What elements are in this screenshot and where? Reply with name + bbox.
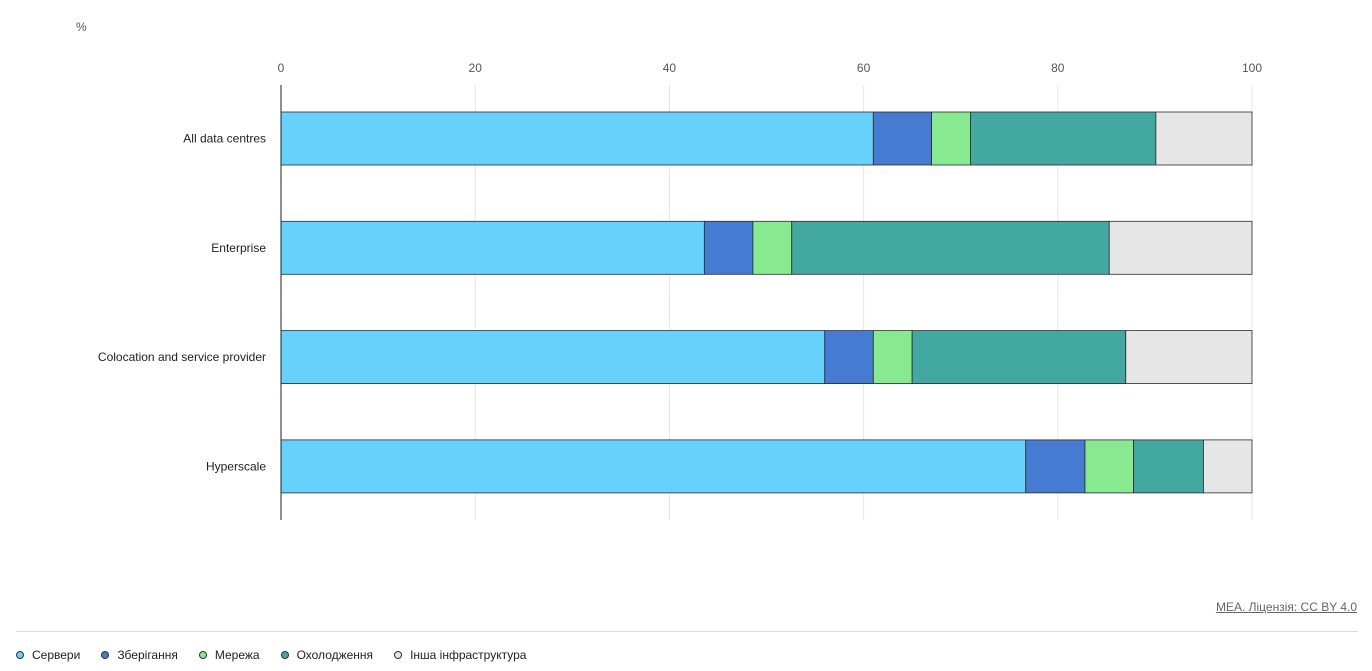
- stacked-bar-chart: 0 20 40 60 80 100 All data centres Enterprise Co…: [98, 61, 1262, 520]
- legend-label: Мережа: [214, 648, 260, 662]
- bar-segment-0-1: [872, 111, 932, 166]
- legend-item-1[interactable]: Зберігання: [101, 648, 178, 662]
- x-tick-label-0: 0: [278, 61, 285, 75]
- legend-swatch-icon: [394, 651, 403, 659]
- legend-swatch-icon: [16, 651, 24, 659]
- legend-item-3[interactable]: Охолодження: [280, 648, 374, 662]
- bar-segment-1-1: [703, 220, 754, 275]
- x-tick-label-20: 20: [469, 61, 483, 75]
- bar-segment-1-4: [1108, 220, 1253, 275]
- x-tick-label-80: 80: [1051, 61, 1065, 75]
- category-label-2: Colocation and service provider: [98, 350, 266, 364]
- unit-label: %: [76, 20, 87, 34]
- source-credit-link[interactable]: МЕА. Ліцензія: CC BY 4.0: [1215, 600, 1357, 614]
- bar-segment-3-2: [1084, 439, 1134, 494]
- bar-segment-3-4: [1203, 439, 1253, 494]
- legend-label: Сервери: [32, 648, 81, 662]
- legend-item-0[interactable]: Сервери: [16, 648, 80, 662]
- chart-legend: Сервери Зберігання Мережа Охолодження Інша і…: [16, 648, 547, 662]
- bar-segment-2-1: [824, 330, 874, 385]
- bar-segment-2-0: [280, 330, 826, 385]
- category-label-3: Hyperscale: [206, 459, 266, 473]
- bar-segment-3-1: [1025, 439, 1086, 494]
- legend-swatch-icon: [101, 651, 110, 659]
- bar-segment-2-4: [1125, 330, 1253, 385]
- legend-label: Охолодження: [296, 648, 374, 662]
- divider: [16, 631, 1358, 632]
- legend-swatch-icon: [280, 651, 289, 659]
- bar-segment-3-3: [1133, 439, 1204, 494]
- bar-segment-1-2: [752, 220, 793, 275]
- bar-segment-0-4: [1155, 111, 1253, 166]
- x-tick-label-60: 60: [857, 61, 871, 75]
- bar-segment-0-0: [280, 111, 874, 166]
- legend-item-4[interactable]: Інша інфраструктура: [394, 648, 526, 662]
- bar-segment-1-0: [280, 220, 705, 275]
- bar-segment-2-2: [872, 330, 913, 385]
- legend-label: Зберігання: [117, 648, 178, 662]
- bar-segment-3-0: [280, 439, 1027, 494]
- category-label-0: All data centres: [183, 132, 266, 146]
- legend-label: Інша інфраструктура: [410, 648, 527, 662]
- x-tick-label-40: 40: [663, 61, 677, 75]
- legend-swatch-icon: [198, 651, 207, 659]
- bar-segment-0-3: [970, 111, 1157, 166]
- bar-segment-0-2: [931, 111, 971, 166]
- legend-item-2[interactable]: Мережа: [198, 648, 260, 662]
- category-label-1: Enterprise: [211, 241, 266, 255]
- bar-segment-1-3: [791, 220, 1110, 275]
- x-tick-label-100: 100: [1242, 61, 1262, 75]
- bar-segment-2-3: [911, 330, 1127, 385]
